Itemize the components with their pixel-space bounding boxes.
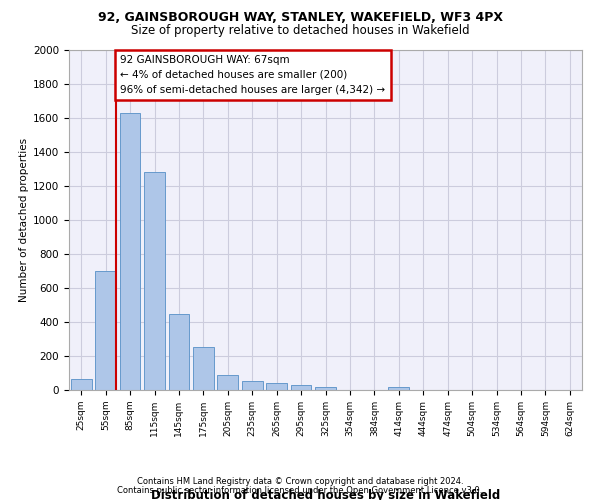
Text: Size of property relative to detached houses in Wakefield: Size of property relative to detached ho… (131, 24, 469, 37)
Bar (95, 271, 116, 390)
Bar (71, 379, 92, 390)
Bar (119, 113, 140, 390)
Text: Contains public sector information licensed under the Open Government Licence v3: Contains public sector information licen… (118, 486, 482, 495)
Bar (217, 375, 238, 390)
Bar (290, 385, 311, 390)
Bar (193, 346, 214, 390)
Bar (388, 386, 409, 390)
Bar (169, 314, 190, 390)
Text: Contains HM Land Registry data © Crown copyright and database right 2024.: Contains HM Land Registry data © Crown c… (137, 477, 463, 486)
Text: 92 GAINSBOROUGH WAY: 67sqm
← 4% of detached houses are smaller (200)
96% of semi: 92 GAINSBOROUGH WAY: 67sqm ← 4% of detac… (120, 55, 385, 94)
Y-axis label: Number of detached properties: Number of detached properties (19, 138, 29, 302)
Bar (315, 387, 336, 390)
Text: 92, GAINSBOROUGH WAY, STANLEY, WAKEFIELD, WF3 4PX: 92, GAINSBOROUGH WAY, STANLEY, WAKEFIELD… (97, 11, 503, 24)
Bar (266, 383, 287, 390)
X-axis label: Distribution of detached houses by size in Wakefield: Distribution of detached houses by size … (151, 489, 500, 500)
Bar (144, 172, 165, 390)
Bar (242, 380, 263, 390)
